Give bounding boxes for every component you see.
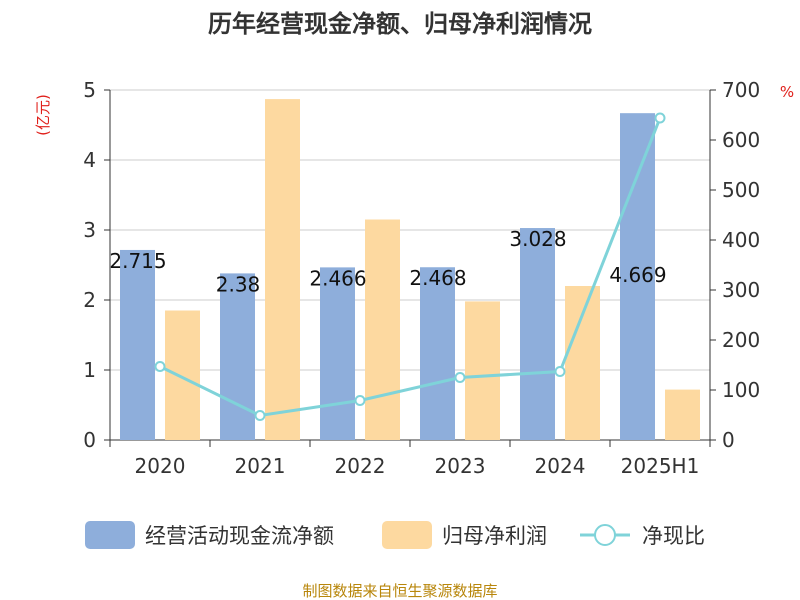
legend-swatch	[382, 521, 432, 549]
left-axis-tick-label: 5	[83, 78, 96, 102]
right-axis-tick-label: 700	[722, 78, 760, 102]
data-label: 2.38	[216, 272, 261, 296]
right-axis-tick-label: 100	[722, 378, 760, 402]
legend-label: 净现比	[642, 524, 705, 548]
line-point	[354, 395, 366, 406]
data-label: 2.468	[409, 266, 466, 290]
bar-net-profit	[365, 219, 400, 440]
right-axis-tick-label: 0	[722, 428, 735, 452]
data-label: 2.466	[309, 266, 366, 290]
bar-net-profit	[165, 310, 200, 440]
bar-operating-cash-flow	[620, 113, 655, 441]
bar-operating-cash-flow	[320, 267, 355, 440]
right-axis-tick-label: 500	[722, 178, 760, 202]
legend-swatch	[85, 521, 135, 549]
bar-net-profit	[565, 286, 600, 440]
plot-area: 0 1 2 3 4 5 0 100 200 300 400 500 600 700 2020 2021 2022…	[83, 78, 760, 478]
line-point	[254, 410, 266, 421]
x-axis-tick-label: 2024	[535, 454, 586, 478]
bar-operating-cash-flow	[220, 273, 255, 440]
right-axis-tick-label: 300	[722, 278, 760, 302]
data-label: 3.028	[509, 227, 566, 251]
bar-net-profit	[665, 389, 700, 440]
legend: 经营活动现金流净额 归母净利润 净现比	[85, 521, 705, 549]
right-axis-tick-label: 600	[722, 128, 760, 152]
left-axis-tick-label: 1	[83, 358, 96, 382]
left-axis-tick-label: 3	[83, 218, 96, 242]
right-axis-tick-label: 400	[722, 228, 760, 252]
legend-label: 归母净利润	[442, 524, 547, 548]
x-axis-tick-label: 2023	[435, 454, 486, 478]
bar-operating-cash-flow	[120, 249, 155, 440]
x-axis-tick-label: 2025H1	[621, 454, 700, 478]
chart-title: 历年经营现金净额、归母净利润情况	[208, 10, 592, 38]
bar-operating-cash-flow	[520, 228, 555, 440]
line-point	[454, 372, 466, 383]
series-line-net-cash-ratio	[159, 117, 662, 418]
bar-operating-cash-flow	[420, 267, 455, 440]
line-point	[154, 361, 166, 372]
legend-label: 经营活动现金流净额	[145, 524, 334, 548]
right-axis-tick-label: 200	[722, 328, 760, 352]
data-label: 2.715	[109, 249, 166, 273]
left-axis-unit: (亿元)	[34, 94, 52, 136]
data-label: 4.669	[609, 263, 666, 287]
source-note: 制图数据来自恒生聚源数据库	[302, 582, 497, 600]
line-point	[554, 366, 566, 377]
bar-net-profit	[265, 99, 300, 440]
x-axis-tick-label: 2020	[135, 454, 186, 478]
line-point	[654, 112, 666, 124]
left-axis-tick-label: 2	[83, 288, 96, 312]
left-axis-tick-label: 0	[83, 428, 96, 452]
x-axis-tick-label: 2021	[235, 454, 286, 478]
x-axis-tick-label: 2022	[335, 454, 386, 478]
right-axis-unit: %	[780, 83, 794, 101]
left-axis-tick-label: 4	[83, 148, 96, 172]
bar-net-profit	[465, 301, 500, 440]
legend-marker	[594, 524, 616, 546]
